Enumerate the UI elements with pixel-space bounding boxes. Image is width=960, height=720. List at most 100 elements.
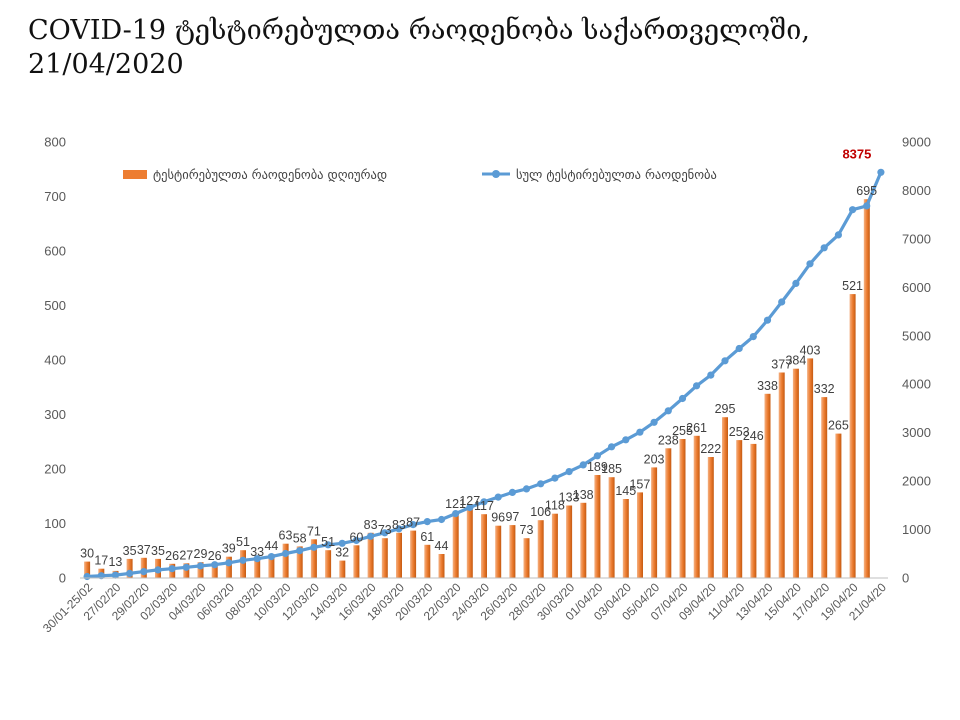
bar-38 xyxy=(622,499,629,578)
bar-42 xyxy=(679,439,686,578)
bar-35 xyxy=(580,502,587,578)
line-point-3 xyxy=(126,569,134,578)
bar-label-7: 27 xyxy=(179,548,193,562)
y-left-tick-8: 800 xyxy=(44,135,66,150)
bar-13 xyxy=(268,554,275,578)
line-series xyxy=(83,168,885,581)
y-left-tick-5: 500 xyxy=(44,298,66,313)
line-point-30 xyxy=(508,488,516,496)
line-point-50 xyxy=(792,279,800,287)
bar-3 xyxy=(126,558,133,578)
y-right-tick-1: 1000 xyxy=(902,522,931,537)
line-point-14 xyxy=(281,549,290,558)
line-point-41 xyxy=(664,407,672,415)
line-point-21 xyxy=(381,529,389,537)
bar-18 xyxy=(339,560,346,578)
bar-label-24: 61 xyxy=(420,530,434,544)
bar-4 xyxy=(140,557,147,578)
y-right-tick-7: 7000 xyxy=(902,231,931,246)
bar-28 xyxy=(481,514,487,578)
bar-label-18: 32 xyxy=(335,546,349,560)
bar-11 xyxy=(240,550,246,578)
bar-label-5: 35 xyxy=(151,544,165,558)
legend: ტესტირებულთა რაოდენობა დღიურად სულ ტესტირ… xyxy=(123,167,717,182)
line-point-56 xyxy=(877,168,885,176)
line-point-49 xyxy=(778,298,786,306)
line-point-47 xyxy=(749,333,757,341)
y-left-tick-6: 600 xyxy=(44,244,66,259)
line-point-53 xyxy=(834,231,843,239)
bar-label-27: 127 xyxy=(459,494,480,508)
bar-37 xyxy=(608,477,615,578)
line-point-44 xyxy=(707,371,715,379)
bar-label-22: 83 xyxy=(392,518,406,532)
y-right-tick-5: 5000 xyxy=(902,328,931,343)
line-point-10 xyxy=(225,559,233,567)
line-point-34 xyxy=(565,468,573,476)
line-point-55 xyxy=(863,202,871,210)
line-point-51 xyxy=(806,260,814,268)
bar-label-2: 13 xyxy=(108,555,122,569)
bar-14 xyxy=(282,543,289,578)
bar-label-51: 403 xyxy=(800,343,821,357)
line-point-8 xyxy=(196,562,205,570)
y-right-tick-8: 8000 xyxy=(902,183,931,198)
bar-55 xyxy=(863,199,870,578)
line-point-48 xyxy=(763,316,772,324)
line-point-39 xyxy=(636,428,644,436)
y-left-tick-1: 100 xyxy=(44,516,66,531)
bar-23 xyxy=(410,530,417,578)
line-point-54 xyxy=(849,206,857,214)
line-point-38 xyxy=(622,436,630,444)
bar-16 xyxy=(310,539,317,578)
bar-label-30: 97 xyxy=(505,510,519,524)
line-point-28 xyxy=(480,498,488,506)
bar-label-26: 121 xyxy=(445,497,466,511)
line-point-36 xyxy=(593,452,602,460)
y-left-tick-2: 200 xyxy=(44,462,66,477)
legend-line-marker xyxy=(492,170,500,178)
bar-series xyxy=(84,199,870,578)
bar-label-49: 377 xyxy=(771,358,792,372)
bar-44 xyxy=(707,457,714,578)
bar-label-46: 253 xyxy=(729,425,750,439)
bar-label-3: 35 xyxy=(123,544,137,558)
bar-label-43: 261 xyxy=(686,421,707,435)
bar-12 xyxy=(254,560,261,578)
bar-label-37: 185 xyxy=(601,462,622,476)
bar-label-4: 37 xyxy=(137,543,151,557)
line-point-11 xyxy=(239,556,247,564)
bar-label-52: 332 xyxy=(814,382,835,396)
bar-label-54: 521 xyxy=(842,279,863,293)
bar-24 xyxy=(424,544,431,578)
bar-34 xyxy=(566,505,573,578)
bar-label-15: 58 xyxy=(293,531,307,545)
bar-21 xyxy=(381,538,388,578)
bar-20 xyxy=(367,532,374,578)
bar-0 xyxy=(84,561,91,578)
line-point-2 xyxy=(111,571,119,579)
bar-label-47: 246 xyxy=(743,429,764,443)
bar-label-13: 44 xyxy=(264,539,278,553)
bar-label-32: 106 xyxy=(530,505,551,519)
bar-label-8: 29 xyxy=(194,547,208,561)
bar-29 xyxy=(495,525,502,578)
bar-label-23: 87 xyxy=(406,516,420,530)
line-point-15 xyxy=(296,547,304,555)
line-point-29 xyxy=(494,493,502,501)
line-point-40 xyxy=(650,418,658,426)
bar-label-31: 73 xyxy=(520,523,534,537)
bar-10 xyxy=(225,556,232,578)
line-point-16 xyxy=(310,543,318,551)
bar-52 xyxy=(821,397,828,578)
bar-26 xyxy=(452,512,459,578)
bar-30 xyxy=(509,525,516,578)
line-point-27 xyxy=(466,503,474,512)
bar-label-41: 238 xyxy=(658,433,679,447)
line-point-4 xyxy=(140,568,148,576)
bar-label-36: 189 xyxy=(587,460,608,474)
bar-49 xyxy=(778,372,785,578)
bar-25 xyxy=(438,554,445,578)
line-point-24 xyxy=(423,518,431,526)
